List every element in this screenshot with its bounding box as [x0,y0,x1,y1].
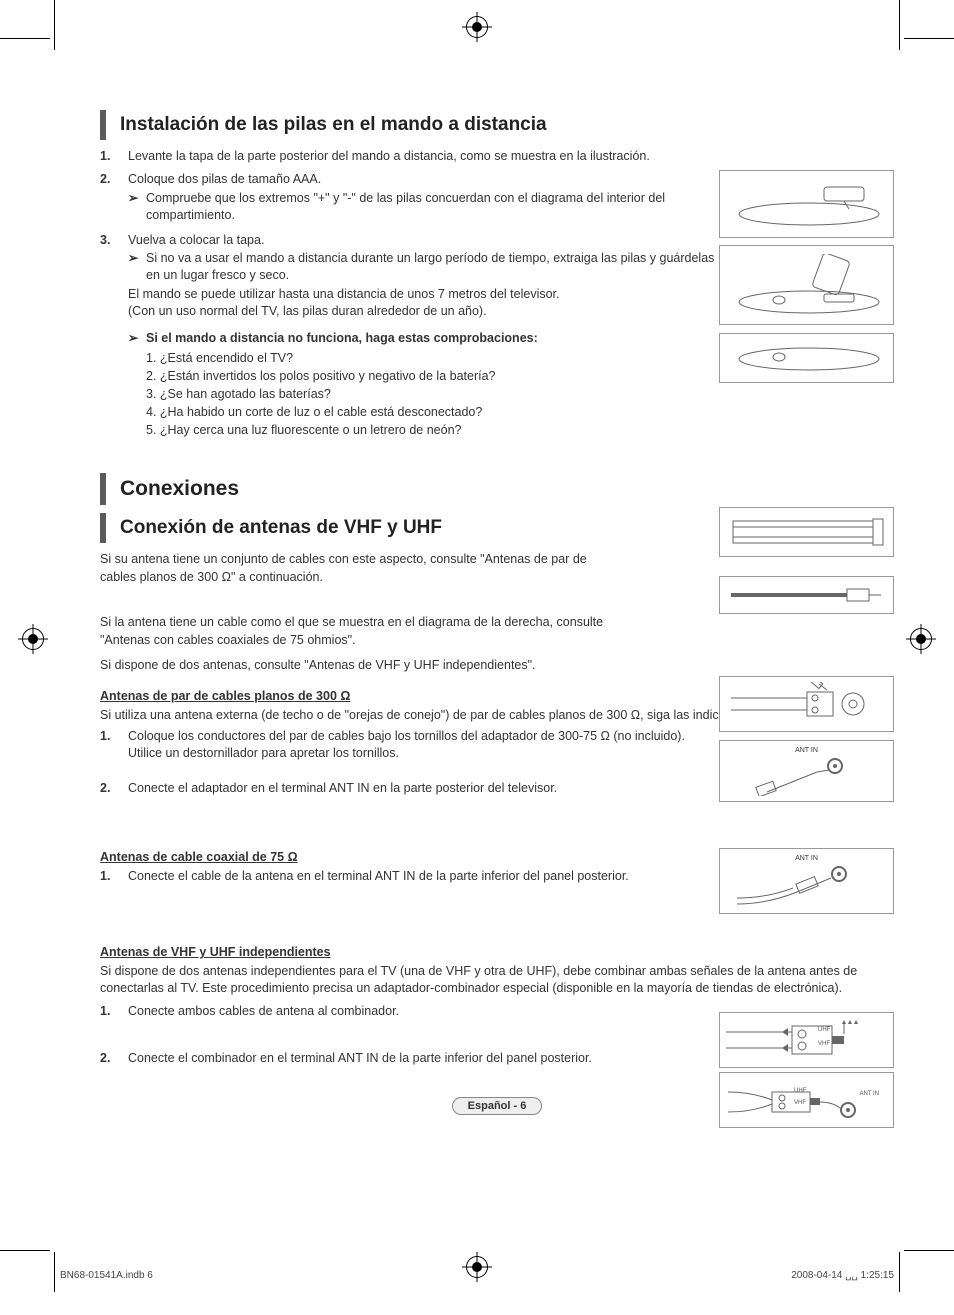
fig-combiner-1: UHF VHF [719,1012,894,1068]
step-text: Levante la tapa de la parte posterior de… [128,148,894,165]
step-text: Vuelva a colocar la tapa. [128,233,264,247]
intro-para: Si dispone de dos antenas, consulte "Ant… [100,657,620,675]
fig-adapter [719,676,894,732]
section2-title: Conexiones [100,473,894,505]
fig-combiner-2: UHF VHF ANT IN [719,1072,894,1128]
sub-heading-sep: Antenas de VHF y UHF independientes [100,945,894,959]
footer-right: 2008-04-14 ␣␣ 1:25:15 [791,1270,894,1281]
vhf-label: VHF [794,1100,806,1106]
step-extra: (Con un uso normal del TV, las pilas dur… [128,303,719,320]
troubleshoot-item: 5. ¿Hay cerca una luz fluorescente o un … [146,421,894,439]
page: Instalación de las pilas en el mando a d… [0,30,954,1230]
vhf-label: VHF [818,1041,830,1047]
page-badge: Español - 6 [452,1097,542,1115]
fig-antin-1: ANT IN [719,740,894,802]
fig-antin-2: ANT IN [719,848,894,914]
ant-in-label: ANT IN [795,747,818,754]
troubleshoot-item: 4. ¿Ha habido un corte de luz o el cable… [146,403,894,421]
fig-flat-cable [719,507,894,557]
intro-para: Si su antena tiene un conjunto de cables… [100,551,620,586]
section1-title: Instalación de las pilas en el mando a d… [100,110,894,140]
uhf-label: UHF [794,1088,806,1094]
intro-para: Si la antena tiene un cable como el que … [100,614,620,649]
step-extra: El mando se puede utilizar hasta una dis… [128,286,719,303]
uhf-label: UHF [818,1027,830,1033]
troubleshoot-title: Si el mando a distancia no funciona, hag… [146,330,538,347]
ant-in-label: ANT IN [859,1091,879,1097]
fig-remote-2 [719,245,894,325]
ant-in-label: ANT IN [795,855,818,862]
fig-remote-1 [719,170,894,238]
fig-remote-3 [719,333,894,383]
fig-coax-cable [719,576,894,614]
step-text: Coloque dos pilas de tamaño AAA. [128,172,321,186]
step-note: Compruebe que los extremos "+" y "-" de … [146,190,719,224]
step-note: Si no va a usar el mando a distancia dur… [146,250,719,284]
footer-left: BN68-01541A.indb 6 [60,1270,153,1281]
para-sep: Si dispone de dos antenas independientes… [100,963,894,997]
troubleshoot-item: 3. ¿Se han agotado las baterías? [146,385,894,403]
